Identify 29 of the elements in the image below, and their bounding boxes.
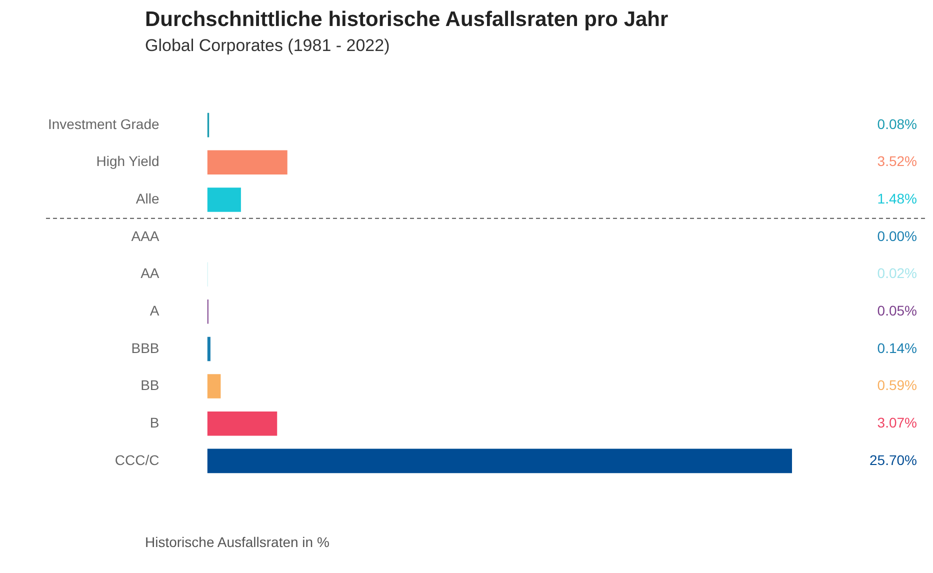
bar xyxy=(207,336,210,362)
y-tick-label: A xyxy=(150,302,160,319)
chart-subtitle: Global Corporates (1981 - 2022) xyxy=(145,36,391,56)
y-tick-label: AA xyxy=(140,265,160,282)
y-tick-label: AAA xyxy=(131,228,160,244)
bar xyxy=(207,448,792,474)
data-label: 1.48% xyxy=(877,190,917,207)
data-label: 0.00% xyxy=(877,228,917,244)
y-tick-label: High Yield xyxy=(96,153,160,170)
data-label: 3.07% xyxy=(877,414,917,430)
data-label: 0.08% xyxy=(877,116,917,132)
data-label: 0.59% xyxy=(877,377,917,394)
data-label: 0.02% xyxy=(877,265,917,282)
data-label: 0.05% xyxy=(877,302,917,319)
y-tick-label: BBB xyxy=(131,340,160,356)
data-label: 3.52% xyxy=(877,153,917,170)
y-tick-label: Investment Grade xyxy=(48,116,160,132)
bar xyxy=(207,374,221,398)
data-label: 0.14% xyxy=(877,340,917,356)
x-axis-title: Historische Ausfallsraten in % xyxy=(144,534,330,550)
bar xyxy=(207,411,278,436)
y-tick-label: CCC/C xyxy=(114,452,160,468)
data-label: 25.70% xyxy=(870,452,917,468)
bar xyxy=(207,150,288,175)
y-tick-label: B xyxy=(150,414,160,430)
chart-title: Durchschnittliche historische Ausfallsraten pro Jahr xyxy=(145,8,670,32)
y-tick-label: BB xyxy=(140,377,160,394)
y-tick-label: Alle xyxy=(136,190,160,207)
bar xyxy=(207,188,241,212)
